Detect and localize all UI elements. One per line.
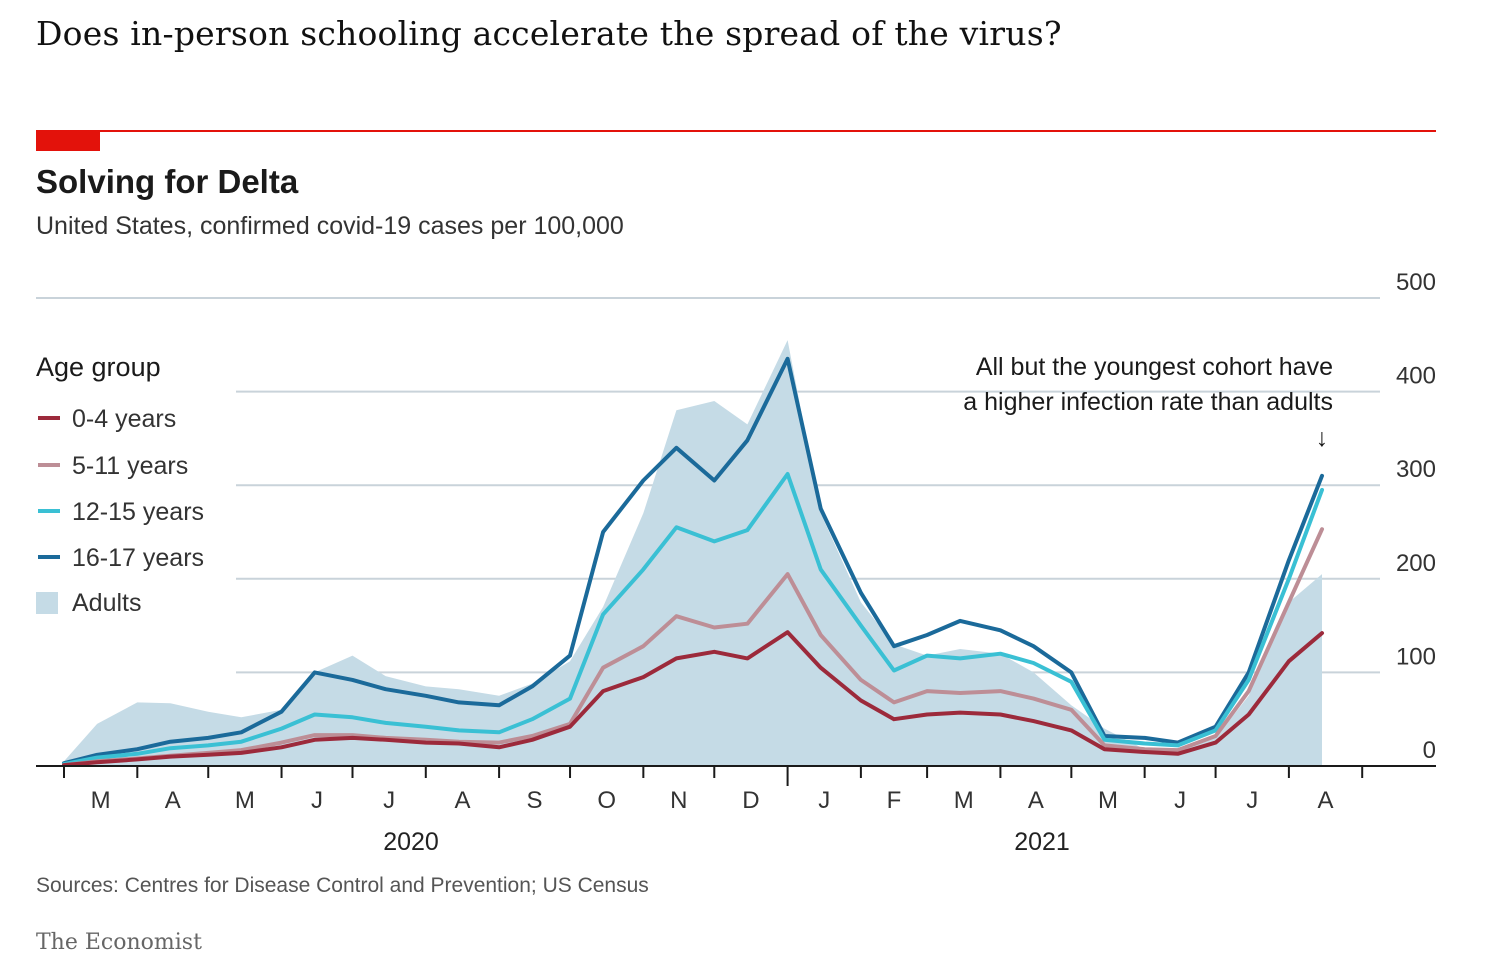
y-tick-label: 500 <box>1396 269 1436 296</box>
x-tick-label: M <box>954 787 974 814</box>
annotation: All but the youngest cohort have a highe… <box>963 353 1333 452</box>
series-lines-layer <box>62 356 1324 768</box>
legend-label-16-17: 16-17 years <box>72 544 204 572</box>
legend-label-5-11: 5-11 years <box>72 452 188 480</box>
y-tick-label: 400 <box>1396 363 1436 390</box>
headline: Does in-person schooling accelerate the … <box>36 14 1062 53</box>
x-tick-label: J <box>383 787 395 814</box>
chart-title: Solving for Delta <box>36 163 299 200</box>
adults-area-layer <box>64 340 1322 766</box>
legend-label-0-4: 0-4 years <box>72 405 176 433</box>
legend-label-adults: Adults <box>72 589 141 617</box>
x-axis: M A M J J A S O N D J F M A M J J A 2020 2021 <box>36 765 1436 856</box>
x-tick-label: D <box>742 787 759 814</box>
y-tick-label: 200 <box>1396 550 1436 577</box>
year-label: 2021 <box>1014 828 1070 856</box>
x-tick-label: J <box>1246 787 1258 814</box>
series-line-12-15 <box>62 472 1324 767</box>
x-tick-label: J <box>818 787 830 814</box>
series-line-16-17 <box>62 356 1324 766</box>
x-tick-label: N <box>670 787 687 814</box>
legend: Age group 0-4 years 5-11 years 12-15 yea… <box>36 352 204 617</box>
x-tick-label: J <box>1174 787 1186 814</box>
x-tick-label: O <box>597 787 616 814</box>
x-tick-label: A <box>165 787 181 814</box>
y-tick-label: 300 <box>1396 456 1436 483</box>
series-line-0-4 <box>62 630 1324 768</box>
x-tick-label: F <box>887 787 902 814</box>
x-tick-label: M <box>91 787 111 814</box>
legend-label-12-15: 12-15 years <box>72 498 204 526</box>
y-tick-label: 0 <box>1423 737 1436 764</box>
x-tick-label: S <box>527 787 543 814</box>
sources-note: Sources: Centres for Disease Control and… <box>36 874 649 897</box>
x-tick-label: A <box>1028 787 1044 814</box>
annotation-line-2: a higher infection rate than adults <box>963 388 1333 416</box>
brand-logo: The Economist <box>36 930 202 955</box>
x-tick-label: A <box>454 787 470 814</box>
series-line-5-11 <box>62 527 1324 768</box>
y-tick-label: 100 <box>1396 643 1436 670</box>
x-tick-label: M <box>235 787 255 814</box>
accent-bar <box>36 131 100 151</box>
legend-title: Age group <box>36 352 161 382</box>
chart-subtitle: United States, confirmed covid-19 cases … <box>36 212 624 240</box>
y-axis-labels: 500 400 300 200 100 0 <box>1396 269 1436 764</box>
x-tick-label: M <box>1098 787 1118 814</box>
x-tick-label: J <box>311 787 323 814</box>
annotation-arrow-icon: ↓ <box>1316 424 1329 452</box>
series-adults-area <box>64 340 1322 766</box>
annotation-line-1: All but the youngest cohort have <box>976 353 1333 381</box>
year-label: 2020 <box>383 828 439 856</box>
x-tick-label: A <box>1318 787 1334 814</box>
legend-swatch-adults <box>36 592 58 614</box>
